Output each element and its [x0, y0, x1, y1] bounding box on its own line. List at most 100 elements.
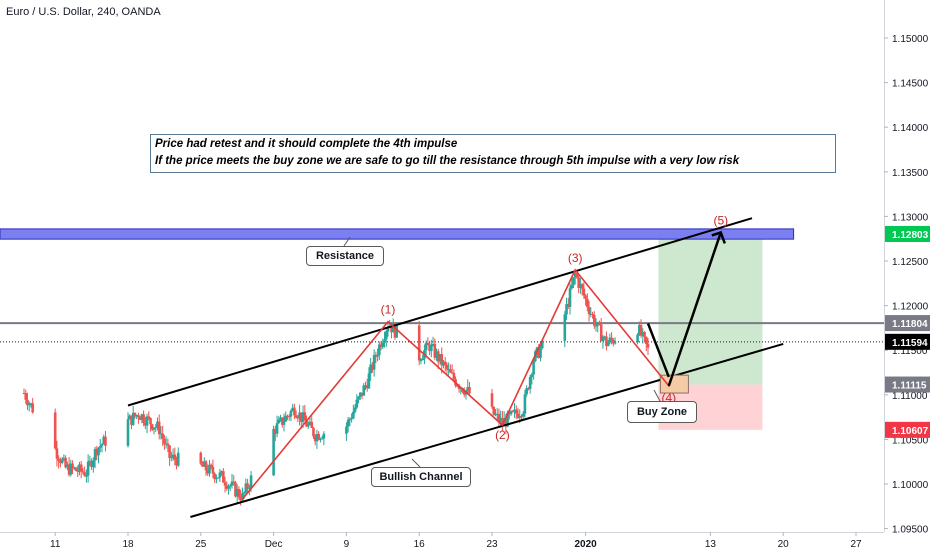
candle-body — [570, 285, 574, 289]
candle-body — [641, 332, 645, 336]
candle-body — [568, 288, 572, 307]
candle-body — [443, 361, 447, 365]
candle-body — [244, 483, 248, 493]
candle-body — [613, 342, 617, 344]
candle-body — [428, 345, 431, 352]
candle-body — [386, 327, 390, 332]
candle-body — [371, 364, 374, 370]
candle-body — [222, 471, 225, 483]
candle-body — [433, 343, 437, 358]
y-tick-label: 1.10500 — [892, 435, 929, 446]
price-tag-label: 1.11804 — [892, 319, 928, 330]
candle-body — [213, 473, 216, 480]
candle-body — [55, 448, 59, 459]
y-tick-label: 1.14500 — [892, 79, 929, 90]
candle-body — [147, 416, 151, 419]
candle-body — [395, 325, 398, 338]
price-tag-bg — [885, 333, 930, 350]
candle-body — [272, 428, 275, 476]
candle-body — [199, 452, 203, 464]
analysis-note: Price had retest and it should complete … — [150, 134, 836, 173]
x-tick-label: 18 — [122, 539, 134, 550]
candle-body — [149, 418, 152, 425]
y-tick-label: 1.15000 — [892, 34, 929, 45]
y-tick-label: 1.13500 — [892, 168, 929, 179]
price-tag-label: 1.12803 — [892, 230, 929, 241]
candle-body — [144, 422, 147, 426]
candle-body — [499, 417, 502, 422]
candle-body — [511, 411, 515, 413]
candle-body — [355, 399, 359, 408]
candle-body — [345, 426, 348, 434]
candle-body — [360, 392, 364, 396]
candle-body — [573, 273, 577, 278]
candle-body — [156, 421, 159, 428]
candle-body — [218, 472, 222, 478]
candle-body — [223, 482, 227, 486]
candle-body — [133, 412, 137, 417]
candle-body — [78, 464, 81, 472]
candle-body — [102, 436, 106, 445]
candle-body — [237, 489, 241, 498]
candle-body — [452, 372, 456, 380]
candle-body — [142, 414, 145, 423]
projection-arrow-up — [667, 232, 722, 387]
candle-body — [277, 419, 281, 424]
candle-body — [291, 407, 294, 411]
candle-body — [225, 485, 229, 489]
candle-body — [22, 393, 26, 395]
candle-body — [275, 423, 279, 434]
candle-body — [430, 344, 433, 352]
candle-body — [462, 391, 466, 395]
candle-body — [310, 421, 314, 428]
candle-body — [421, 358, 424, 361]
candle-body — [527, 388, 530, 390]
candle-body — [447, 369, 450, 371]
candle-body — [173, 454, 177, 460]
candle-body — [468, 386, 471, 394]
candle-body — [274, 428, 277, 434]
candle-body — [228, 485, 232, 487]
candle-body — [508, 412, 511, 415]
candle-body — [320, 438, 324, 440]
candle-body — [317, 433, 320, 440]
candle-body — [126, 419, 130, 446]
candle-body — [26, 399, 29, 406]
y-tick-label: 1.12000 — [892, 302, 929, 313]
candle-body — [282, 421, 286, 425]
candle-body — [300, 412, 303, 422]
candle-body — [521, 413, 525, 417]
candle-body — [490, 393, 494, 407]
candle-body — [379, 344, 383, 348]
candle-body — [589, 313, 593, 315]
candle-body — [135, 415, 138, 417]
candle-body — [431, 343, 435, 345]
candle-body — [312, 427, 315, 437]
candle-body — [319, 438, 322, 440]
candle-body — [130, 415, 133, 425]
candle-body — [506, 412, 509, 427]
wave-label: (3) — [568, 251, 583, 265]
x-tick-label: 13 — [705, 539, 717, 550]
candle-body — [357, 396, 360, 400]
candle-body — [442, 361, 445, 366]
candle-body — [514, 409, 518, 414]
candle-body — [492, 406, 496, 415]
candle-body — [383, 339, 386, 343]
candle-body — [466, 386, 470, 391]
candle-body — [601, 337, 605, 342]
candle-body — [164, 443, 168, 445]
candle-body — [367, 373, 371, 389]
candle-body — [145, 416, 149, 426]
candle-body — [294, 415, 298, 418]
candle-body — [235, 489, 239, 497]
elliott-wave-path — [241, 232, 722, 500]
candle-body — [241, 493, 244, 501]
candle-body — [289, 410, 293, 417]
candle-body — [610, 337, 613, 340]
candle-body — [100, 444, 104, 446]
candle-body — [59, 460, 62, 464]
candle-body — [29, 403, 33, 405]
candle-body — [71, 463, 74, 468]
